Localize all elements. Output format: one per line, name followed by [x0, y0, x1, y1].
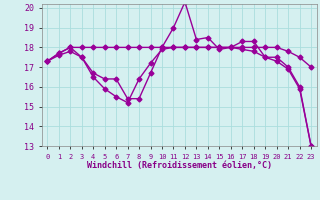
X-axis label: Windchill (Refroidissement éolien,°C): Windchill (Refroidissement éolien,°C): [87, 161, 272, 170]
